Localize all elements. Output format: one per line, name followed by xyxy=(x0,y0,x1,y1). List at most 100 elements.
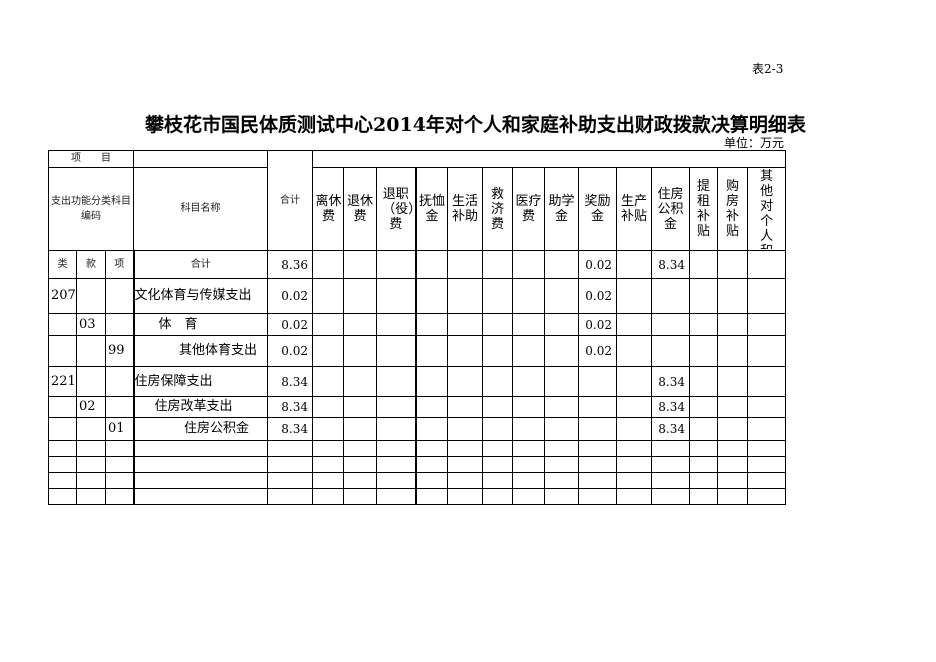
empty-cell xyxy=(578,456,617,473)
empty-cell xyxy=(48,440,77,457)
empty-cell xyxy=(689,488,718,505)
empty-cell xyxy=(717,440,748,457)
empty-cell xyxy=(689,472,718,489)
empty-cell xyxy=(48,488,77,505)
row-total: 8.34 xyxy=(267,366,313,397)
row-value xyxy=(482,313,513,336)
sum-value: 0.02 xyxy=(578,250,617,279)
empty-cell xyxy=(651,488,690,505)
sum-value xyxy=(717,250,748,279)
header-kuan: 款 xyxy=(76,250,106,279)
code-lei xyxy=(48,335,77,367)
empty-cell xyxy=(76,488,106,505)
row-value xyxy=(544,313,579,336)
row-value xyxy=(746,278,787,314)
empty-cell xyxy=(343,488,377,505)
column-header-text: 住房公积金 xyxy=(657,186,684,232)
row-value xyxy=(512,396,545,418)
empty-cell xyxy=(578,488,617,505)
row-value: 0.02 xyxy=(578,313,617,336)
row-value xyxy=(312,366,344,397)
row-value xyxy=(343,335,377,367)
sum-value xyxy=(544,250,579,279)
sum-value xyxy=(376,250,416,279)
code-xiang: 99 xyxy=(105,335,134,367)
row-value xyxy=(616,313,652,336)
column-header: 生产补贴 xyxy=(616,167,652,251)
code-kuan xyxy=(76,366,106,397)
code-lei: 207 xyxy=(48,278,77,314)
table-row: 99 其他体育支出 0.02 0.02 xyxy=(48,335,787,367)
column-header-text: 救济费 xyxy=(491,186,505,232)
sum-value xyxy=(482,250,513,279)
code-xiang xyxy=(105,313,134,336)
row-value xyxy=(343,396,377,418)
empty-cell xyxy=(651,472,690,489)
row-value xyxy=(651,278,690,314)
code-xiang: 01 xyxy=(105,417,134,441)
sum-value xyxy=(447,250,483,279)
row-value xyxy=(512,278,545,314)
row-total: 0.02 xyxy=(267,313,313,336)
empty-cell xyxy=(447,472,483,489)
row-value xyxy=(616,335,652,367)
empty-cell xyxy=(312,440,344,457)
row-value xyxy=(578,396,617,418)
subject-name: 体 育 xyxy=(132,313,268,336)
column-header-text: 生产补贴 xyxy=(620,194,647,224)
row-value xyxy=(447,278,483,314)
column-header: 抚恤金 xyxy=(414,167,448,251)
empty-cell xyxy=(544,456,579,473)
column-header-text: 生活补助 xyxy=(451,194,478,224)
row-value xyxy=(512,366,545,397)
row-value xyxy=(746,313,787,336)
row-value xyxy=(616,366,652,397)
code-xiang xyxy=(105,278,134,314)
code-kuan xyxy=(76,335,106,367)
column-header-text: 其他对个人和家庭的补助支出 xyxy=(760,169,774,249)
detail-table: 项 目 合计 支出功能分类科目编码 科目名称 离休费退休费退职（役）费抚恤金生活… xyxy=(48,150,787,505)
row-value xyxy=(482,366,513,397)
column-header: 救济费 xyxy=(482,167,513,251)
empty-cell xyxy=(414,488,448,505)
sum-value xyxy=(616,250,652,279)
column-header: 奖励金 xyxy=(578,167,617,251)
empty-cell xyxy=(267,472,313,489)
empty-cell xyxy=(105,440,134,457)
column-header-text: 助学金 xyxy=(548,194,575,224)
row-value xyxy=(578,366,617,397)
empty-cell xyxy=(717,488,748,505)
table-row: 03 体 育 0.02 0.02 xyxy=(48,313,787,336)
header-total: 合计 xyxy=(267,150,313,251)
empty-row xyxy=(48,440,787,457)
column-header: 医疗费 xyxy=(512,167,545,251)
empty-cell xyxy=(512,440,545,457)
row-value: 0.02 xyxy=(578,278,617,314)
code-kuan: 03 xyxy=(76,313,106,336)
row-value xyxy=(482,396,513,418)
column-header-text: 退休费 xyxy=(346,194,373,224)
row-value: 8.34 xyxy=(651,366,690,397)
row-value xyxy=(376,417,416,441)
sum-value xyxy=(343,250,377,279)
subject-name: 其他体育支出 xyxy=(132,335,268,367)
empty-cell xyxy=(689,440,718,457)
code-kuan xyxy=(76,278,106,314)
column-header: 退休费 xyxy=(343,167,377,251)
column-header: 退职（役）费 xyxy=(376,167,416,251)
row-value xyxy=(343,313,377,336)
row-value xyxy=(447,313,483,336)
empty-cell xyxy=(616,472,652,489)
empty-cell xyxy=(376,440,416,457)
row-value xyxy=(717,366,748,397)
empty-cell xyxy=(76,456,106,473)
row-value xyxy=(717,335,748,367)
column-header: 提租补贴 xyxy=(689,167,718,251)
row-value xyxy=(746,366,787,397)
row-value xyxy=(512,335,545,367)
row-total: 8.34 xyxy=(267,417,313,441)
table-row: 01 住房公积金 8.34 8.34 xyxy=(48,417,787,441)
header-xiang: 项 xyxy=(105,250,134,279)
header-blank xyxy=(133,150,268,168)
row-value xyxy=(544,417,579,441)
